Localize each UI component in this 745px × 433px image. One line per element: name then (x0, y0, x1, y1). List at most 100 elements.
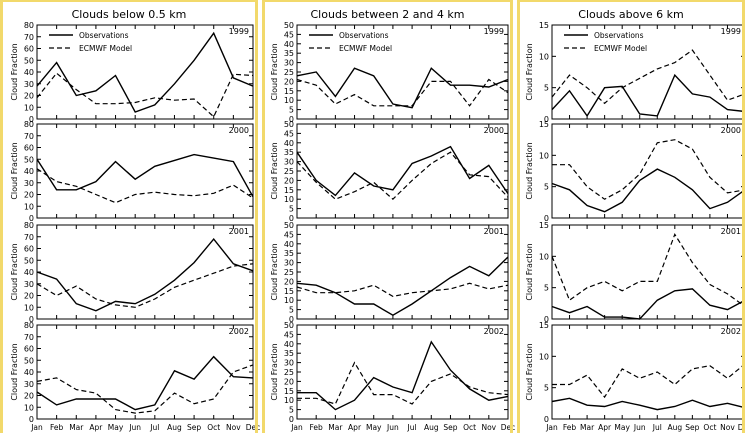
series-ecmwf-model (36, 168, 254, 204)
series-observations (296, 256, 509, 317)
y-tick-label: 35 (284, 49, 294, 58)
subplot-2000: 0 10 20 30 40 50 60 70 80 Cloud Fraction 2000 (10, 120, 254, 223)
series-ecmwf-model (551, 233, 745, 307)
y-tick-label: 25 (284, 368, 294, 377)
y-tick-label: 40 (24, 68, 34, 77)
y-tick-label: 20 (284, 77, 294, 86)
year-label: 1999 (721, 27, 741, 36)
year-label: 2000 (229, 126, 249, 135)
y-tick-label: 20 (284, 277, 294, 286)
year-label: 1999 (484, 27, 504, 36)
series-observations (36, 153, 254, 198)
x-tick-label: Nov (226, 423, 241, 432)
x-tick-label: Apr (348, 423, 362, 432)
y-tick-label: 0 (544, 415, 549, 424)
y-tick-label: 0 (289, 415, 294, 424)
series-ecmwf-model (36, 263, 254, 308)
panel-title: Clouds below 0.5 km (71, 8, 187, 21)
x-tick-label: May (108, 423, 124, 432)
plot-frame (36, 123, 254, 219)
series-ecmwf-model (297, 361, 509, 405)
series-observations (296, 145, 509, 197)
y-tick-label: 5 (289, 306, 294, 315)
y-tick-label: 50 (284, 21, 294, 30)
y-axis-label: Cloud Fraction (10, 142, 19, 199)
x-tick-label: Nov (481, 423, 496, 432)
year-label: 2000 (484, 126, 504, 135)
x-tick-label: Mar (328, 423, 343, 432)
y-tick-label: 45 (284, 330, 294, 339)
y-tick-label: 50 (24, 356, 34, 365)
high-clouds-chart: 0 5 10 15 Cloud Fraction 1999 Observations ECMW… (525, 21, 745, 432)
y-tick-label: 0 (544, 315, 549, 324)
x-tick-label: Dec (501, 423, 516, 432)
x-tick-label: Mar (580, 423, 595, 432)
y-tick-label: 30 (24, 280, 34, 289)
y-tick-label: 20 (24, 92, 34, 101)
y-tick-label: 0 (289, 315, 294, 324)
subplot-1999: 0 5 10 15 Cloud Fraction 1999 Observations ECMW… (525, 21, 745, 124)
series-observations (36, 237, 254, 312)
y-tick-label: 10 (24, 202, 34, 211)
series-observations (36, 355, 254, 411)
y-tick-label: 10 (539, 151, 549, 160)
series-ecmwf-model (296, 78, 509, 107)
x-tick-label: Sep (187, 423, 201, 432)
y-tick-label: 50 (24, 256, 34, 265)
y-axis-label: Cloud Fraction (525, 243, 534, 300)
y-tick-label: 25 (284, 167, 294, 176)
y-tick-label: 5 (544, 84, 549, 93)
y-axis-label: Cloud Fraction (270, 142, 279, 199)
y-tick-label: 60 (24, 144, 34, 153)
y-axis-label: Cloud Fraction (10, 343, 19, 400)
series-observations (297, 340, 509, 411)
y-tick-label: 25 (284, 68, 294, 77)
y-tick-label: 15 (284, 387, 294, 396)
panel-title: Clouds between 2 and 4 km (310, 8, 465, 21)
y-tick-label: 10 (539, 252, 549, 261)
y-tick-label: 10 (24, 103, 34, 112)
y-tick-label: 10 (284, 195, 294, 204)
x-tick-label: Apr (89, 423, 103, 432)
y-tick-label: 60 (24, 345, 34, 354)
y-tick-label: 5 (289, 406, 294, 415)
y-tick-label: 70 (24, 132, 34, 141)
y-tick-label: 50 (284, 321, 294, 330)
x-tick-label: Feb (310, 423, 324, 432)
year-label: 2002 (721, 327, 741, 336)
y-tick-label: 5 (544, 284, 549, 293)
x-tick-label: Dec (246, 423, 261, 432)
plot-frame (296, 123, 509, 219)
series-ecmwf-model (296, 151, 509, 201)
plot-frame (36, 324, 254, 420)
x-tick-label: Aug (424, 423, 439, 432)
y-axis-label: Cloud Fraction (10, 243, 19, 300)
x-tick-label: Nov (720, 423, 735, 432)
y-tick-label: 30 (24, 179, 34, 188)
y-tick-label: 15 (284, 186, 294, 195)
series-ecmwf-model (296, 282, 509, 298)
y-tick-label: 70 (24, 233, 34, 242)
series-ecmwf-model (552, 139, 745, 200)
y-tick-label: 30 (284, 59, 294, 68)
year-label: 1999 (229, 27, 249, 36)
y-tick-label: 0 (544, 214, 549, 223)
y-tick-label: 20 (24, 392, 34, 401)
y-tick-label: 25 (284, 268, 294, 277)
y-tick-label: 80 (24, 21, 34, 30)
y-tick-label: 45 (284, 129, 294, 138)
x-tick-label: Feb (563, 423, 577, 432)
y-tick-label: 40 (24, 268, 34, 277)
x-tick-label: May (614, 423, 630, 432)
y-tick-label: 80 (24, 321, 34, 330)
x-tick-label: Jul (149, 423, 159, 432)
y-tick-label: 10 (284, 296, 294, 305)
y-tick-label: 10 (24, 303, 34, 312)
panel-title: Clouds above 6 km (578, 8, 684, 21)
x-tick-label: Jun (633, 423, 646, 432)
x-tick-label: Jun (386, 423, 399, 432)
legend-label-observations: Observations (339, 31, 389, 40)
